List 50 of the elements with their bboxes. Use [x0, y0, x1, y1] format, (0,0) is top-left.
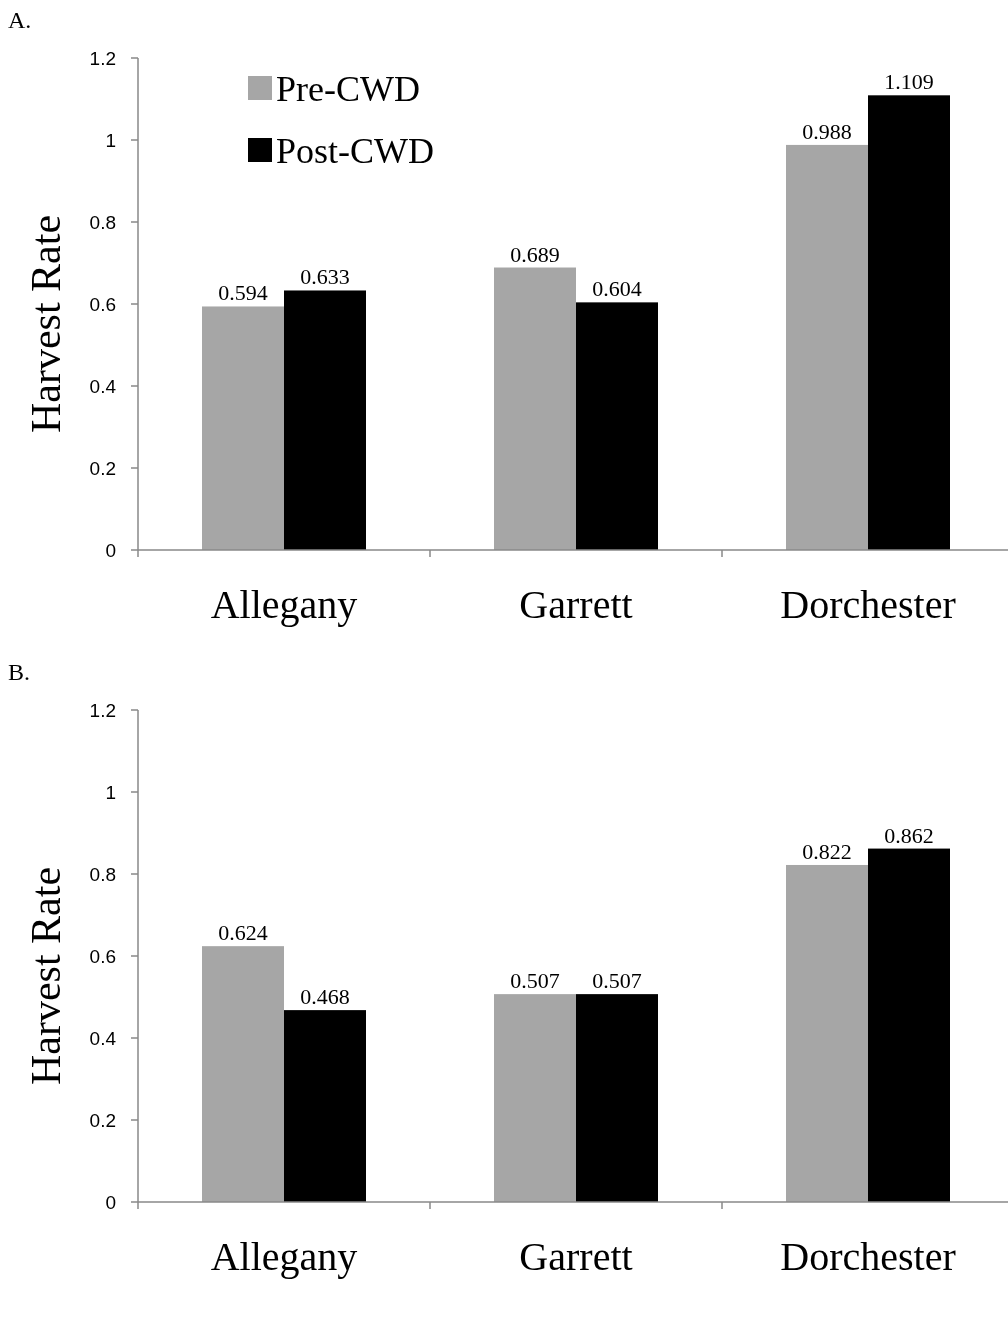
x-tick-label: Allegany: [210, 582, 358, 627]
y-tick-label: 0.2: [89, 457, 116, 479]
y-tick-label: 0.6: [89, 945, 116, 967]
legend-label: Post-CWD: [276, 130, 435, 171]
y-axis-title: Harvest Rate: [23, 866, 69, 1086]
data-label: 0.633: [300, 264, 350, 290]
x-tick-label: Garrett: [519, 1234, 633, 1279]
bar: [494, 994, 576, 1202]
y-tick-label: 0.8: [89, 211, 116, 233]
data-label: 0.594: [218, 280, 268, 306]
y-tick-label: 0.6: [89, 293, 116, 315]
data-label: 0.468: [300, 984, 350, 1010]
y-tick-label: 1: [105, 781, 116, 803]
data-label: 0.822: [802, 838, 852, 864]
data-label: 0.689: [510, 241, 560, 267]
bar: [494, 267, 576, 550]
bar: [284, 290, 366, 550]
bar: [786, 144, 868, 550]
x-tick-label: Dorchester: [780, 582, 956, 627]
y-tick-label: 0: [105, 539, 116, 561]
y-tick-label: 1: [105, 129, 116, 151]
bar: [202, 306, 284, 550]
bar: [576, 994, 658, 1202]
legend-label: Pre-CWD: [276, 68, 420, 109]
data-label: 0.988: [802, 118, 852, 144]
bar: [576, 302, 658, 550]
data-label: 0.604: [592, 276, 642, 302]
x-tick-label: Dorchester: [780, 1234, 956, 1279]
y-tick-label: 0: [105, 1191, 116, 1213]
y-tick-label: 1.2: [89, 699, 116, 721]
bar: [202, 946, 284, 1202]
data-label: 0.624: [218, 920, 268, 946]
x-tick-label: Allegany: [210, 1234, 358, 1279]
x-tick-label: Garrett: [519, 582, 633, 627]
bar: [868, 95, 950, 550]
y-axis-title: Harvest Rate: [23, 214, 69, 434]
y-tick-label: 1.2: [89, 47, 116, 69]
chart-title: B.: [8, 659, 31, 685]
data-label: 0.862: [884, 822, 934, 848]
data-label: 1.109: [884, 69, 934, 95]
y-tick-label: 0.8: [89, 863, 116, 885]
bar: [786, 864, 868, 1202]
chart-title: A.: [8, 7, 32, 33]
data-label: 0.507: [592, 968, 642, 994]
y-tick-label: 0.2: [89, 1109, 116, 1131]
bar: [284, 1010, 366, 1202]
y-tick-label: 0.4: [89, 1027, 117, 1049]
data-label: 0.507: [510, 968, 560, 994]
y-tick-label: 0.4: [89, 375, 117, 397]
bar: [868, 848, 950, 1202]
